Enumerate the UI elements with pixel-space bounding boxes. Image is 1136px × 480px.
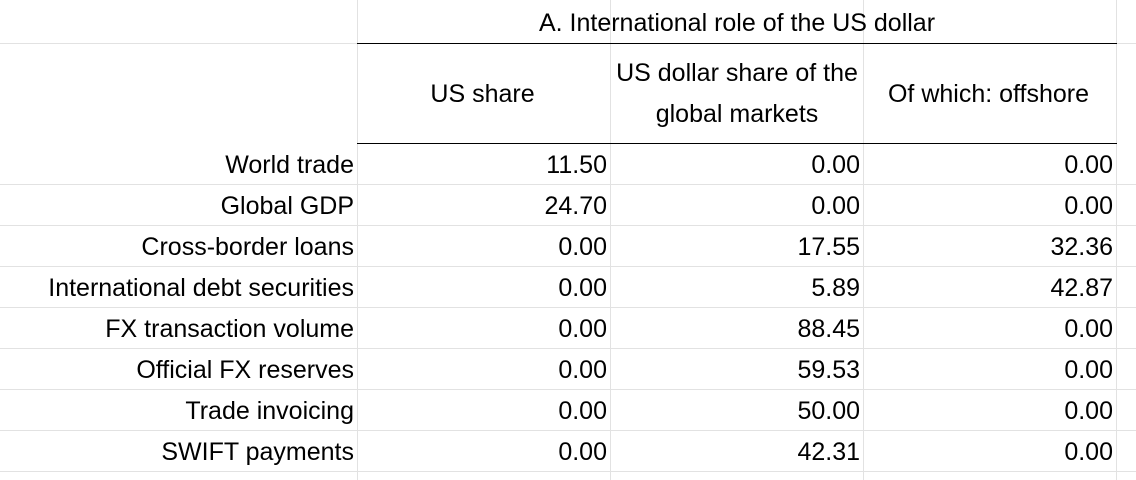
grid-column-line	[610, 0, 611, 480]
column-header-offshore: Of which: offshore	[887, 80, 1090, 108]
grid-row-line	[0, 389, 1136, 390]
value-cell: 0.00	[558, 438, 607, 466]
grid-row-line	[0, 225, 1136, 226]
grid-row-line	[0, 348, 1136, 349]
column-header-us-share: US share	[430, 80, 535, 108]
grid-row-line	[0, 430, 1136, 431]
grid-row-line	[0, 307, 1136, 308]
grid-column-line	[357, 0, 358, 480]
value-cell: 59.53	[797, 356, 860, 384]
value-cell: 0.00	[558, 233, 607, 261]
row-label: Trade invoicing	[185, 397, 354, 425]
value-cell: 0.00	[1064, 397, 1113, 425]
row-label: FX transaction volume	[105, 315, 354, 343]
grid-column-line	[1116, 0, 1117, 480]
value-cell: 42.31	[797, 438, 860, 466]
value-cell: 0.00	[1064, 356, 1113, 384]
row-label: Cross-border loans	[141, 233, 354, 261]
value-cell: 0.00	[1064, 438, 1113, 466]
grid-row-line	[0, 184, 1136, 185]
row-label: SWIFT payments	[161, 438, 354, 466]
value-cell: 42.87	[1050, 274, 1113, 302]
value-cell: 0.00	[558, 397, 607, 425]
row-label: Official FX reserves	[136, 356, 354, 384]
value-cell: 88.45	[797, 315, 860, 343]
value-cell: 17.55	[797, 233, 860, 261]
value-cell: 0.00	[1064, 192, 1113, 220]
value-cell: 24.70	[544, 192, 607, 220]
value-cell: 5.89	[811, 274, 860, 302]
value-cell: 0.00	[1064, 151, 1113, 179]
row-label: World trade	[225, 151, 354, 179]
value-cell: 50.00	[797, 397, 860, 425]
grid-row-line	[0, 266, 1136, 267]
header-underline-rule	[357, 143, 1117, 144]
value-cell: 0.00	[1064, 315, 1113, 343]
value-cell: 0.00	[558, 356, 607, 384]
grid-row-line	[0, 471, 1136, 472]
column-header-dollar-share-global-markets: US dollar share of the global markets	[616, 59, 858, 128]
grid-column-line	[863, 0, 864, 480]
value-cell: 32.36	[1050, 233, 1113, 261]
title-underline-rule	[357, 43, 1117, 44]
value-cell: 0.00	[811, 151, 860, 179]
table-title: A. International role of the US dollar	[538, 9, 936, 37]
value-cell: 0.00	[811, 192, 860, 220]
value-cell: 0.00	[558, 315, 607, 343]
row-label: Global GDP	[220, 192, 354, 220]
row-label: International debt securities	[48, 274, 354, 302]
value-cell: 11.50	[546, 151, 607, 179]
value-cell: 0.00	[558, 274, 607, 302]
